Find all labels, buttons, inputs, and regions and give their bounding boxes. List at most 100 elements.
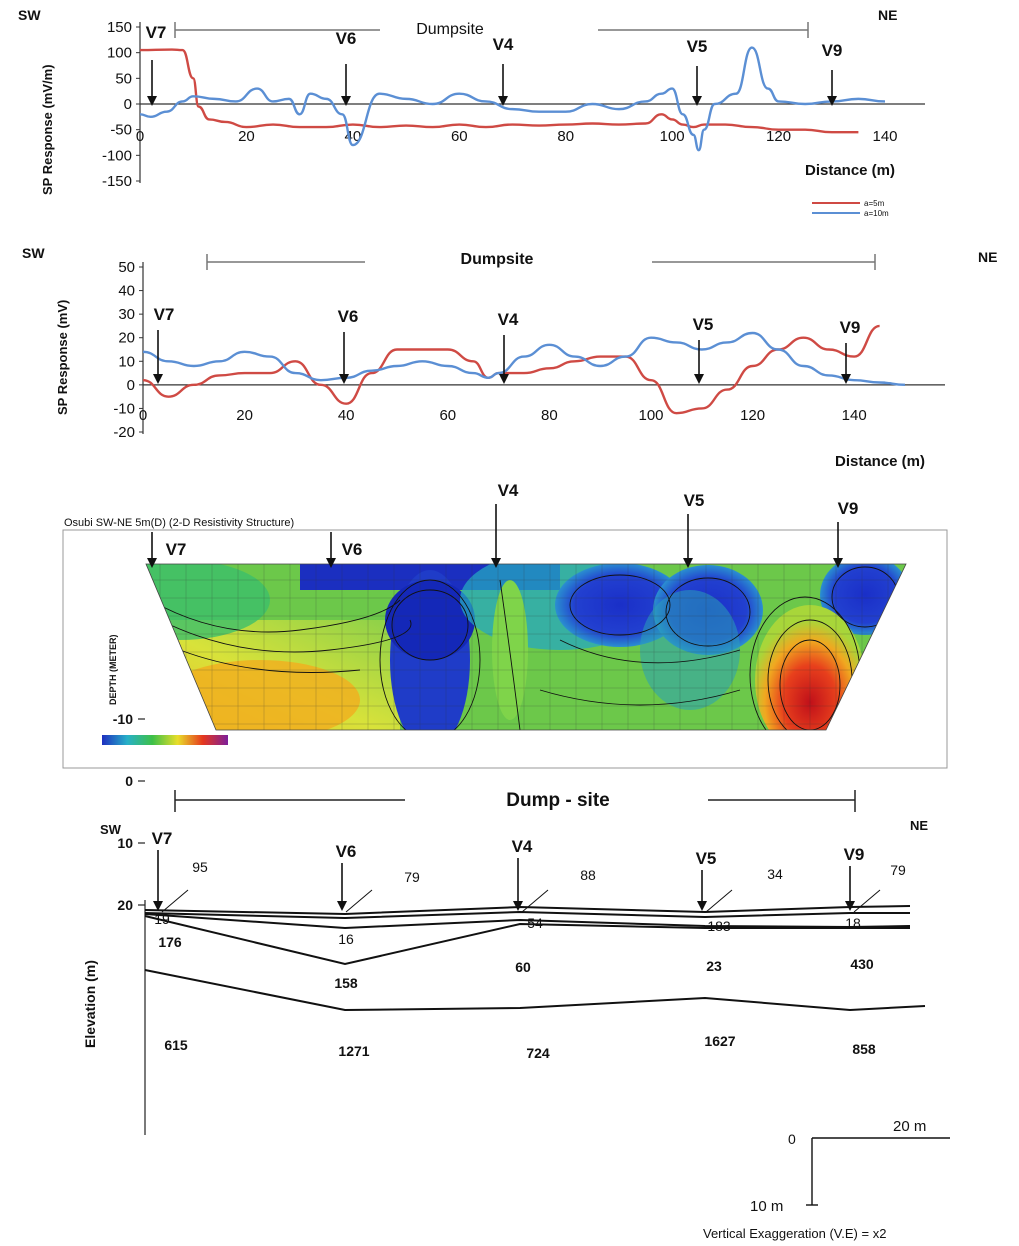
x-tick-label: 40 bbox=[338, 407, 355, 424]
topsoil-resistivity: 34 bbox=[767, 866, 783, 882]
station-label: V7 bbox=[152, 829, 173, 848]
leader-line bbox=[705, 889, 733, 913]
y-tick-labels: 20 10 0 -10 bbox=[113, 711, 145, 913]
contour bbox=[665, 577, 751, 647]
arrow-head bbox=[499, 374, 509, 384]
station-label: V4 bbox=[512, 837, 533, 856]
resistivity-image bbox=[146, 564, 906, 730]
series-lines bbox=[139, 46, 886, 152]
ne-label: NE bbox=[910, 818, 928, 833]
sw-label: SW bbox=[18, 7, 41, 23]
y-tick-label: 20 bbox=[118, 330, 135, 347]
series-line-red bbox=[142, 324, 880, 415]
y-tick-label: 10 bbox=[118, 353, 135, 370]
y-axis-label: SP Response (mV/m) bbox=[40, 64, 55, 195]
topsoil-resistivity: 79 bbox=[404, 869, 420, 885]
station-label: V6 bbox=[336, 842, 357, 861]
scale-vertical-label: 10 m bbox=[750, 1198, 783, 1215]
layer2-resistivity: 18 bbox=[845, 915, 861, 931]
legend-label: a=5m bbox=[864, 199, 885, 208]
x-tick-labels: 0 20 40 60 80 100 120 140 bbox=[136, 128, 898, 145]
arrow-head bbox=[491, 558, 501, 568]
x-tick-label: 140 bbox=[872, 128, 897, 145]
ne-label: NE bbox=[878, 7, 897, 23]
scale-origin-label: 0 bbox=[788, 1131, 796, 1147]
legend: a=5m a=10m bbox=[812, 199, 889, 218]
arrow-head bbox=[153, 901, 163, 911]
y-tick-label: -150 bbox=[102, 173, 132, 190]
x-axis-label: Distance (m) bbox=[805, 162, 895, 179]
blue-core-1 bbox=[385, 580, 475, 660]
station-label: V5 bbox=[684, 491, 705, 510]
scale-bar: 0 20 m 10 m Vertical Exaggeration (V.E) … bbox=[703, 1118, 950, 1241]
leader-line bbox=[853, 889, 881, 913]
station-label: V6 bbox=[342, 540, 363, 559]
arrow-head bbox=[147, 96, 157, 106]
y-tick-label: 50 bbox=[115, 70, 132, 87]
arrow-head bbox=[147, 558, 157, 568]
arrow-head bbox=[153, 374, 163, 384]
contour bbox=[569, 574, 671, 636]
panel-1-sp-gradient-chart: SW NE Dumpsite SP Response (mV/m) Distan… bbox=[18, 7, 925, 218]
layer4-resistivity: 1271 bbox=[338, 1043, 369, 1059]
layer4-resistivity: 1627 bbox=[704, 1033, 735, 1049]
y-tick-label: 0 bbox=[125, 773, 133, 789]
sw-label: SW bbox=[100, 822, 122, 837]
dumpsite-label: Dumpsite bbox=[416, 21, 484, 38]
arrow-head bbox=[513, 901, 523, 911]
y-tick-label: 20 bbox=[117, 897, 133, 913]
layer4-resistivity: 615 bbox=[164, 1037, 188, 1053]
x-tick-label: 80 bbox=[541, 407, 558, 424]
dumpsite-label: Dump - site bbox=[506, 790, 609, 811]
arrow-head bbox=[827, 96, 837, 106]
station-label: V6 bbox=[336, 29, 357, 48]
y-tick-label: 30 bbox=[118, 306, 135, 323]
station-label: V4 bbox=[498, 481, 519, 500]
depth-label: DEPTH (METER) bbox=[108, 635, 118, 706]
layer2-resistivity: 183 bbox=[707, 918, 731, 934]
cyan-zone-2 bbox=[640, 590, 740, 710]
arrow-head bbox=[692, 96, 702, 106]
panel-2-sp-response-chart: SW NE Dumpsite SP Response (mV) Distance… bbox=[22, 245, 997, 470]
layer3-resistivity: 158 bbox=[334, 975, 358, 991]
dumpsite-label: Dumpsite bbox=[461, 251, 534, 268]
station-markers: V7 V6 V4 V5 V9 bbox=[147, 481, 858, 568]
layer4-resistivity: 724 bbox=[526, 1045, 550, 1061]
ne-label: NE bbox=[978, 249, 997, 265]
x-tick-label: 100 bbox=[660, 128, 685, 145]
leader-line bbox=[161, 889, 189, 913]
x-tick-label: 140 bbox=[842, 407, 867, 424]
y-axis-label: SP Response (mV) bbox=[55, 300, 70, 415]
contour bbox=[159, 619, 412, 653]
topsoil-resistivity: 95 bbox=[192, 859, 208, 875]
y-axis-label: Elevation (m) bbox=[82, 960, 98, 1048]
mesh-grid bbox=[146, 564, 906, 730]
contour bbox=[499, 579, 521, 730]
series-lines bbox=[142, 324, 906, 415]
arrow-head bbox=[341, 96, 351, 106]
arrow-head bbox=[845, 901, 855, 911]
station-label: V5 bbox=[687, 37, 708, 56]
y-tick-label: 0 bbox=[127, 377, 135, 394]
arrow-head bbox=[326, 558, 336, 568]
arrow-head bbox=[694, 374, 704, 384]
station-label: V9 bbox=[844, 845, 865, 864]
arrow-head bbox=[841, 374, 851, 384]
contour bbox=[149, 599, 401, 633]
vertical-exaggeration-note: Vertical Exaggeration (V.E) = x2 bbox=[703, 1226, 886, 1241]
station-label: V9 bbox=[822, 41, 843, 60]
arrow-head bbox=[498, 96, 508, 106]
y-tick-label: -100 bbox=[102, 147, 132, 164]
arrow-head bbox=[337, 901, 347, 911]
y-tick-label: 150 bbox=[107, 19, 132, 36]
x-tick-label: 0 bbox=[139, 407, 147, 424]
vertical-sounding-stations: V7 V6 V4 V5 V9 bbox=[152, 829, 881, 913]
y-tick-label: -10 bbox=[113, 711, 133, 727]
station-label: V4 bbox=[498, 310, 519, 329]
station-label: V6 bbox=[338, 307, 359, 326]
station-markers: V7 V6 V4 V5 V9 bbox=[153, 305, 860, 384]
x-tick-label: 120 bbox=[766, 128, 791, 145]
arrow-head bbox=[697, 901, 707, 911]
layer4-resistivity: 858 bbox=[852, 1041, 876, 1057]
